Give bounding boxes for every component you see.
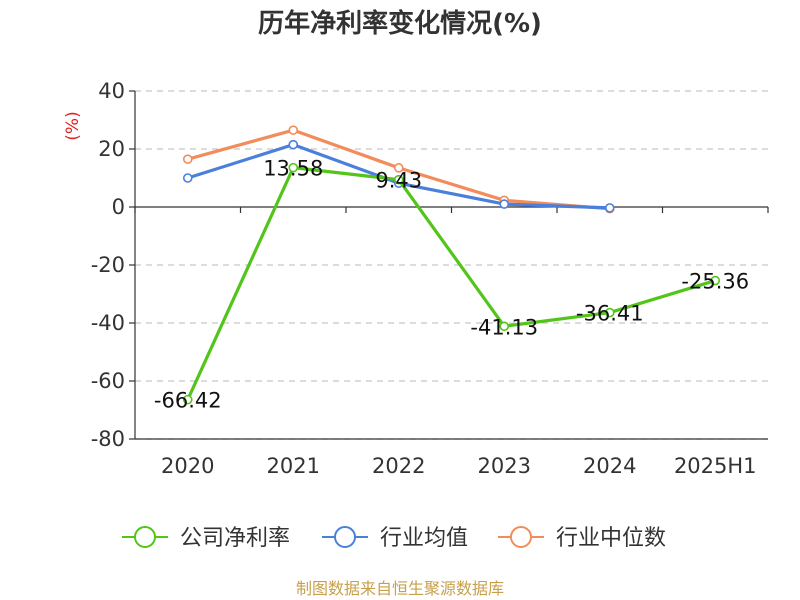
data-point: [182, 154, 193, 164]
data-point: [288, 139, 299, 150]
data-point: [182, 394, 193, 405]
data-label: -25.36: [681, 270, 749, 294]
y-tick-label: 20: [98, 137, 125, 161]
data-point: [604, 203, 615, 213]
legend-label: 公司净利率: [180, 526, 290, 551]
y-tick-label: -80: [91, 427, 125, 451]
data-label: 9.43: [375, 169, 422, 193]
y-tick-label: 40: [98, 79, 125, 103]
y-tick-label: -40: [91, 311, 125, 335]
data-point: [393, 174, 404, 185]
data-point: [604, 307, 615, 318]
data-point: [499, 199, 510, 209]
x-tick-label: 2021: [267, 454, 320, 478]
series: [182, 125, 721, 405]
data-label: 13.58: [263, 157, 323, 181]
x-tick-label: 2020: [161, 454, 214, 478]
legend-marker: [134, 526, 156, 548]
x-tick-label: 2022: [372, 454, 425, 478]
data-point: [393, 163, 404, 173]
series-line: [186, 166, 716, 401]
chart-title: 历年净利率变化情况(%): [258, 8, 542, 39]
x-tick-label: 2024: [583, 454, 636, 478]
data-labels: -66.42 13.58 9.43 -41.13 -36.41 -25.36: [154, 157, 749, 413]
y-tick-label: -20: [91, 253, 125, 277]
legend-label: 行业均值: [380, 526, 468, 551]
data-point: [710, 275, 721, 286]
data-point: [288, 162, 299, 173]
data-label: -41.13: [470, 315, 538, 339]
legend-label: 行业中位数: [556, 526, 666, 551]
y-axis-unit: (%): [63, 111, 83, 140]
legend-marker: [510, 526, 532, 548]
axes: 40 20 0 -20 -40 -60 -80 2020 2021 2022 2023 2024 202…: [91, 79, 769, 478]
legend-item[interactable]: 行业中位数: [498, 526, 666, 551]
legend: 公司净利率 行业均值 行业中位数: [122, 526, 666, 551]
legend-item[interactable]: 公司净利率: [122, 526, 290, 551]
data-point: [288, 125, 299, 135]
y-tick-label: -60: [91, 369, 125, 393]
legend-item[interactable]: 行业均值: [322, 526, 468, 551]
data-point: [499, 321, 510, 332]
legend-marker: [334, 526, 356, 548]
data-label: -66.42: [154, 389, 222, 413]
data-label: -36.41: [576, 302, 644, 326]
x-tick-label: 2025H1: [674, 454, 757, 478]
x-tick-label: 2023: [478, 454, 531, 478]
source-note: 制图数据来自恒生聚源数据库: [296, 579, 504, 598]
data-point: [182, 173, 193, 183]
y-tick-label: 0: [112, 195, 125, 219]
grid: [135, 90, 768, 440]
